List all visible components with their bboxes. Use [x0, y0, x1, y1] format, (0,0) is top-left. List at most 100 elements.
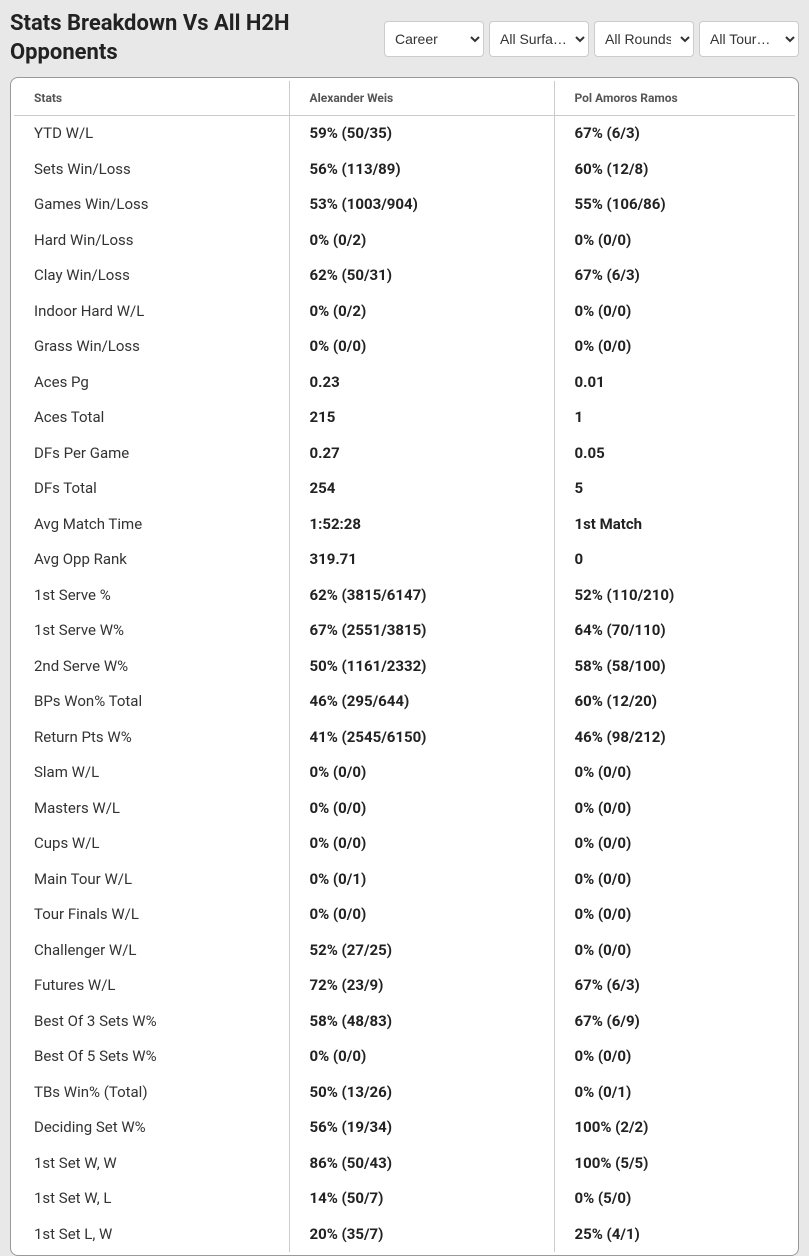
stat-value-player1: 0% (0/0)	[289, 826, 554, 862]
table-row: Return Pts W%41% (2545/6150)46% (98/212)	[14, 720, 795, 756]
stat-label: Challenger W/L	[14, 933, 289, 969]
table-row: 1st Serve %62% (3815/6147)52% (110/210)	[14, 578, 795, 614]
stat-value-player2: 0% (0/1)	[554, 1075, 795, 1111]
stat-label: Futures W/L	[14, 968, 289, 1004]
stat-label: Avg Match Time	[14, 507, 289, 543]
stat-value-player2: 0% (0/0)	[554, 791, 795, 827]
round-filter[interactable]: All Rounds	[594, 21, 694, 57]
stat-label: Aces Total	[14, 400, 289, 436]
table-row: Masters W/L0% (0/0)0% (0/0)	[14, 791, 795, 827]
stat-label: Slam W/L	[14, 755, 289, 791]
career-filter[interactable]: Career	[384, 21, 484, 57]
table-row: Games Win/Loss53% (1003/904)55% (106/86)	[14, 187, 795, 223]
stat-value-player2: 0% (5/0)	[554, 1181, 795, 1217]
table-row: Avg Match Time1:52:281st Match	[14, 507, 795, 543]
surface-filter[interactable]: All Surfa…	[489, 21, 589, 57]
stat-label: Indoor Hard W/L	[14, 294, 289, 330]
stat-value-player2: 100% (2/2)	[554, 1110, 795, 1146]
tournament-filter[interactable]: All Tour…	[699, 21, 799, 57]
stat-value-player2: 64% (70/110)	[554, 613, 795, 649]
stat-value-player1: 0% (0/1)	[289, 862, 554, 898]
stat-label: Clay Win/Loss	[14, 258, 289, 294]
stat-label: Aces Pg	[14, 365, 289, 401]
stat-value-player2: 0% (0/0)	[554, 1039, 795, 1075]
stat-value-player1: 0% (0/0)	[289, 755, 554, 791]
stat-value-player1: 20% (35/7)	[289, 1217, 554, 1253]
stat-value-player2: 0.01	[554, 365, 795, 401]
table-row: Best Of 5 Sets W%0% (0/0)0% (0/0)	[14, 1039, 795, 1075]
stat-value-player2: 5	[554, 471, 795, 507]
table-row: Main Tour W/L0% (0/1)0% (0/0)	[14, 862, 795, 898]
stat-value-player1: 67% (2551/3815)	[289, 613, 554, 649]
table-row: 1st Serve W%67% (2551/3815)64% (70/110)	[14, 613, 795, 649]
table-row: Challenger W/L52% (27/25)0% (0/0)	[14, 933, 795, 969]
stat-value-player1: 1:52:28	[289, 507, 554, 543]
column-header-player1: Alexander Weis	[289, 81, 554, 116]
stat-label: Deciding Set W%	[14, 1110, 289, 1146]
stat-value-player1: 319.71	[289, 542, 554, 578]
stat-value-player1: 50% (13/26)	[289, 1075, 554, 1111]
stat-value-player2: 52% (110/210)	[554, 578, 795, 614]
stat-value-player2: 0% (0/0)	[554, 933, 795, 969]
stat-value-player1: 62% (3815/6147)	[289, 578, 554, 614]
stat-value-player1: 58% (48/83)	[289, 1004, 554, 1040]
stat-value-player2: 46% (98/212)	[554, 720, 795, 756]
stat-label: DFs Total	[14, 471, 289, 507]
stat-value-player2: 100% (5/5)	[554, 1146, 795, 1182]
stat-value-player1: 14% (50/7)	[289, 1181, 554, 1217]
stat-value-player1: 46% (295/644)	[289, 684, 554, 720]
table-row: 2nd Serve W%50% (1161/2332)58% (58/100)	[14, 649, 795, 685]
table-row: DFs Per Game0.270.05	[14, 436, 795, 472]
table-row: Clay Win/Loss62% (50/31)67% (6/3)	[14, 258, 795, 294]
table-row: Aces Total2151	[14, 400, 795, 436]
stat-value-player1: 254	[289, 471, 554, 507]
stat-value-player1: 72% (23/9)	[289, 968, 554, 1004]
stat-value-player2: 0% (0/0)	[554, 826, 795, 862]
table-row: Sets Win/Loss56% (113/89)60% (12/8)	[14, 152, 795, 188]
table-row: Tour Finals W/L0% (0/0)0% (0/0)	[14, 897, 795, 933]
stat-value-player1: 53% (1003/904)	[289, 187, 554, 223]
stat-label: BPs Won% Total	[14, 684, 289, 720]
stats-table-container: Stats Alexander Weis Pol Amoros Ramos YT…	[10, 77, 799, 1256]
table-row: BPs Won% Total46% (295/644)60% (12/20)	[14, 684, 795, 720]
table-row: Aces Pg0.230.01	[14, 365, 795, 401]
stat-value-player1: 0% (0/0)	[289, 1039, 554, 1075]
table-row: Slam W/L0% (0/0)0% (0/0)	[14, 755, 795, 791]
stat-label: 1st Set W, L	[14, 1181, 289, 1217]
stat-value-player1: 41% (2545/6150)	[289, 720, 554, 756]
stat-value-player2: 67% (6/9)	[554, 1004, 795, 1040]
column-header-player2: Pol Amoros Ramos	[554, 81, 795, 116]
column-header-stats: Stats	[14, 81, 289, 116]
stat-label: Games Win/Loss	[14, 187, 289, 223]
stat-value-player2: 0% (0/0)	[554, 897, 795, 933]
stat-value-player2: 55% (106/86)	[554, 187, 795, 223]
table-row: Grass Win/Loss0% (0/0)0% (0/0)	[14, 329, 795, 365]
stat-label: Cups W/L	[14, 826, 289, 862]
stat-label: Tour Finals W/L	[14, 897, 289, 933]
stat-label: 2nd Serve W%	[14, 649, 289, 685]
stat-value-player2: 0.05	[554, 436, 795, 472]
stat-value-player2: 0% (0/0)	[554, 294, 795, 330]
table-row: 1st Set W, W86% (50/43)100% (5/5)	[14, 1146, 795, 1182]
stat-value-player2: 0% (0/0)	[554, 329, 795, 365]
stat-value-player1: 86% (50/43)	[289, 1146, 554, 1182]
stat-value-player1: 0.27	[289, 436, 554, 472]
table-row: Avg Opp Rank319.710	[14, 542, 795, 578]
stat-value-player2: 0% (0/0)	[554, 755, 795, 791]
table-header-row: Stats Alexander Weis Pol Amoros Ramos	[14, 81, 795, 116]
stat-label: Hard Win/Loss	[14, 223, 289, 259]
stat-label: Best Of 3 Sets W%	[14, 1004, 289, 1040]
page-title: Stats Breakdown Vs All H2H Opponents	[10, 10, 330, 67]
stat-value-player1: 215	[289, 400, 554, 436]
table-row: Futures W/L72% (23/9)67% (6/3)	[14, 968, 795, 1004]
stat-value-player2: 67% (6/3)	[554, 258, 795, 294]
table-row: Best Of 3 Sets W%58% (48/83)67% (6/9)	[14, 1004, 795, 1040]
table-row: DFs Total2545	[14, 471, 795, 507]
stat-value-player1: 50% (1161/2332)	[289, 649, 554, 685]
stat-value-player2: 25% (4/1)	[554, 1217, 795, 1253]
table-row: Cups W/L0% (0/0)0% (0/0)	[14, 826, 795, 862]
stat-value-player1: 0% (0/0)	[289, 791, 554, 827]
stat-label: Main Tour W/L	[14, 862, 289, 898]
stat-value-player1: 0% (0/0)	[289, 897, 554, 933]
stat-value-player1: 62% (50/31)	[289, 258, 554, 294]
